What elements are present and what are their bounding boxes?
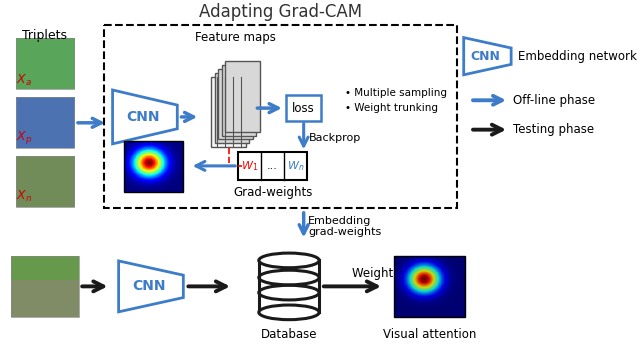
Text: • Weight trunking: • Weight trunking <box>345 103 438 113</box>
Polygon shape <box>113 90 177 144</box>
Text: Embedding
grad-weights: Embedding grad-weights <box>308 216 381 238</box>
Ellipse shape <box>259 305 319 320</box>
Bar <box>215 73 250 143</box>
Polygon shape <box>464 38 511 75</box>
Text: Embedding network: Embedding network <box>518 50 637 63</box>
Text: ...: ... <box>267 161 278 171</box>
Bar <box>211 77 246 147</box>
Text: CNN: CNN <box>132 279 166 293</box>
Bar <box>12 256 79 317</box>
Bar <box>238 152 307 180</box>
Text: Triplets: Triplets <box>22 29 67 42</box>
Text: $X_n$: $X_n$ <box>15 189 31 204</box>
Bar <box>259 260 319 312</box>
Text: $W_n$: $W_n$ <box>287 159 304 173</box>
Bar <box>15 98 74 148</box>
Bar <box>225 61 260 132</box>
Text: Off-line phase: Off-line phase <box>513 94 595 107</box>
Text: CNN: CNN <box>127 110 160 124</box>
Bar <box>104 25 457 208</box>
Text: Database: Database <box>260 328 317 341</box>
Bar <box>15 39 74 89</box>
Text: Feature maps: Feature maps <box>195 31 276 44</box>
Bar <box>15 156 74 207</box>
Text: $W_1$: $W_1$ <box>241 159 258 173</box>
Bar <box>218 69 253 139</box>
Text: CNN: CNN <box>471 50 500 63</box>
Bar <box>124 142 183 192</box>
Bar <box>221 65 256 136</box>
Text: Grad-weights: Grad-weights <box>233 187 312 200</box>
Text: Backprop: Backprop <box>309 133 361 144</box>
Text: Visual attention: Visual attention <box>383 328 476 341</box>
Text: $X_p$: $X_p$ <box>15 129 32 146</box>
Ellipse shape <box>259 253 319 268</box>
Text: Weight transfer: Weight transfer <box>352 267 444 280</box>
Text: loss: loss <box>292 102 315 115</box>
Text: Testing phase: Testing phase <box>513 123 595 136</box>
Bar <box>287 95 321 121</box>
Polygon shape <box>118 261 183 312</box>
Text: Adapting Grad-CAM: Adapting Grad-CAM <box>199 3 362 21</box>
Text: • Multiple sampling: • Multiple sampling <box>345 88 447 99</box>
Bar <box>394 256 465 317</box>
Text: $X_a$: $X_a$ <box>15 73 31 88</box>
